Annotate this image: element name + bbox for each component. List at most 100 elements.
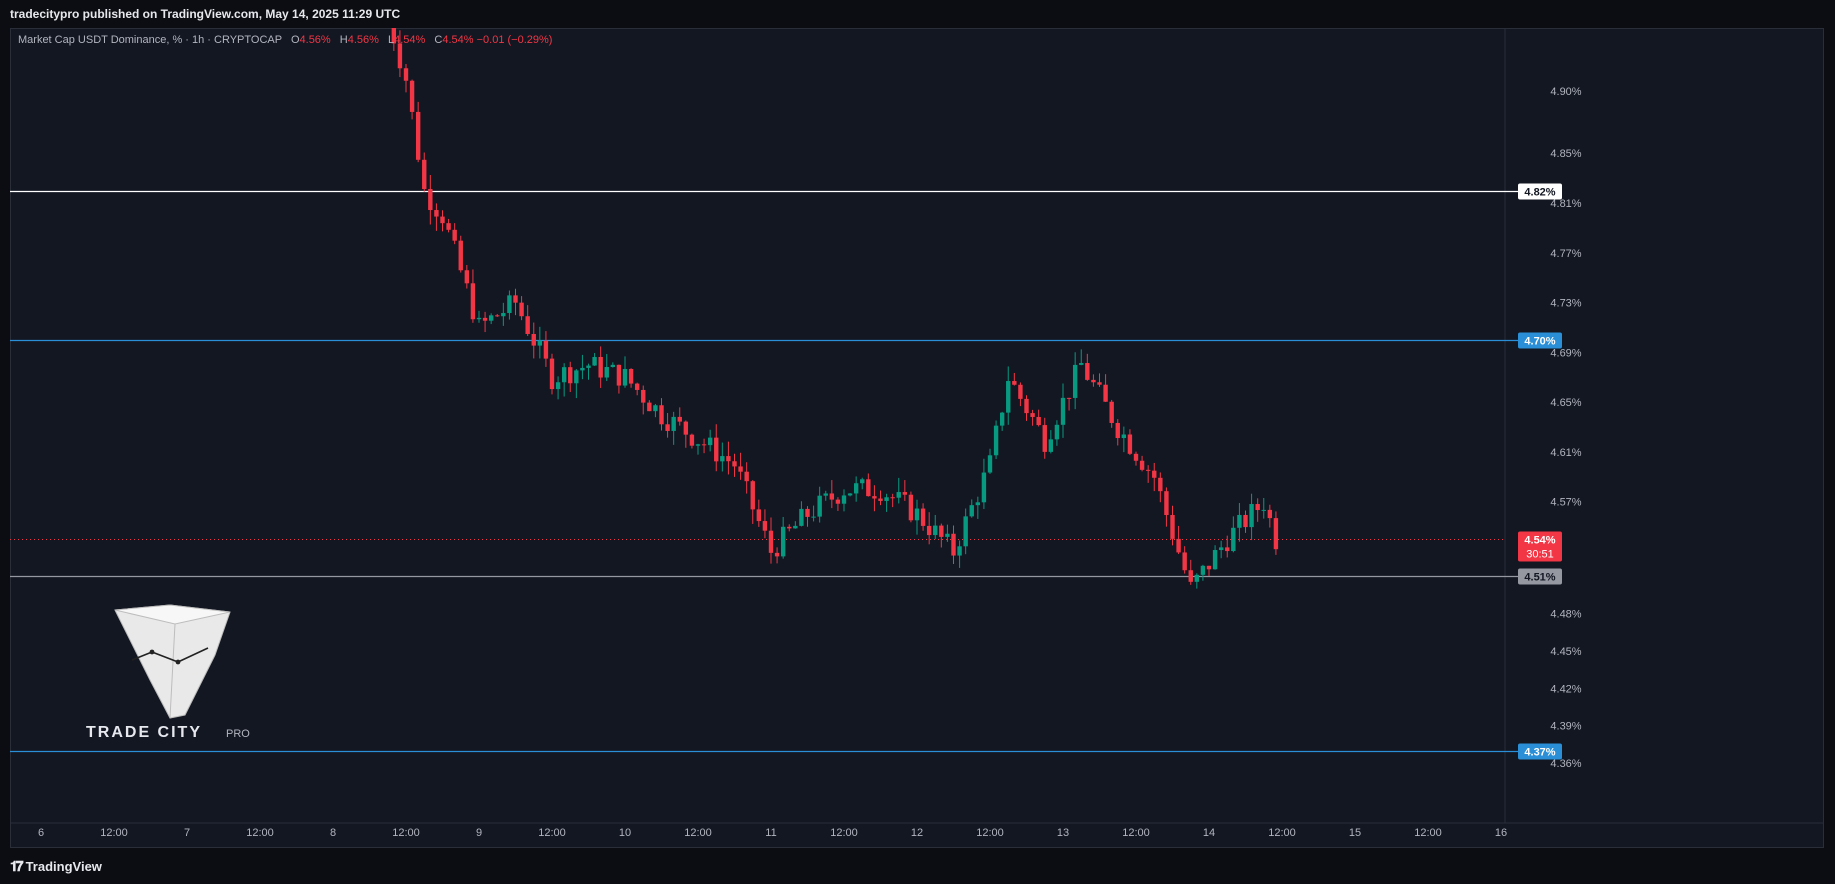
candle-up bbox=[793, 525, 798, 529]
candle-down bbox=[805, 508, 810, 517]
candle-down bbox=[440, 216, 445, 224]
candle-up bbox=[1079, 363, 1084, 365]
candle-down bbox=[1206, 565, 1212, 570]
candle-down bbox=[774, 552, 780, 557]
symbol-legend: Market Cap USDT Dominance, % · 1h · CRYP… bbox=[18, 34, 552, 46]
candle-up bbox=[780, 526, 786, 557]
candle-down bbox=[1109, 401, 1114, 423]
candle-up bbox=[811, 516, 816, 518]
change-value: −0.01 (−0.29%) bbox=[476, 34, 553, 46]
candle-up bbox=[1200, 565, 1206, 575]
candle-down bbox=[1127, 434, 1133, 454]
candle-down bbox=[513, 295, 518, 303]
candle-up bbox=[580, 367, 585, 371]
candle-down bbox=[525, 316, 530, 334]
high-value: 4.56% bbox=[347, 34, 379, 46]
candle-up bbox=[945, 533, 950, 537]
candle-up bbox=[963, 516, 968, 547]
candle-up bbox=[574, 370, 579, 384]
candle-down bbox=[1115, 422, 1120, 439]
close-value: 4.54% bbox=[442, 34, 474, 46]
candle-down bbox=[1255, 504, 1260, 511]
candle-up bbox=[488, 315, 494, 321]
candle-down bbox=[1182, 552, 1187, 571]
price-tick-label: 4.45% bbox=[1550, 646, 1581, 658]
price-tick-label: 4.39% bbox=[1550, 721, 1581, 733]
candle-down bbox=[872, 496, 877, 499]
candles bbox=[391, 28, 1279, 589]
candle-down bbox=[1030, 413, 1035, 417]
level-price-tag bbox=[1518, 332, 1562, 349]
level-price-tag bbox=[1518, 743, 1562, 760]
price-tick-label: 4.77% bbox=[1550, 248, 1581, 260]
time-axis-label: 9 bbox=[476, 827, 482, 839]
candle-down bbox=[482, 317, 488, 321]
candle-down bbox=[403, 68, 409, 81]
candle-down bbox=[750, 481, 755, 510]
price-tick-label: 4.90% bbox=[1550, 86, 1581, 98]
candle-up bbox=[671, 416, 676, 431]
time-axis-label: 12:00 bbox=[684, 827, 712, 839]
level-price-tag bbox=[1518, 183, 1562, 200]
time-axis-label: 12 bbox=[911, 827, 923, 839]
last-price-tag bbox=[1518, 531, 1562, 562]
candle-down bbox=[683, 421, 689, 435]
bar-countdown-label: 30:51 bbox=[1526, 549, 1554, 561]
chart-grid bbox=[10, 28, 1824, 824]
candle-up bbox=[653, 405, 658, 412]
candle-down bbox=[1158, 477, 1163, 492]
candle-up bbox=[957, 546, 962, 556]
candle-up bbox=[1231, 527, 1236, 552]
time-axis-label: 12:00 bbox=[1122, 827, 1150, 839]
candle-down bbox=[415, 111, 421, 160]
candle-down bbox=[738, 466, 743, 472]
candle-down bbox=[1145, 469, 1151, 471]
low-label: L bbox=[388, 34, 395, 46]
candle-up bbox=[604, 367, 609, 378]
candle-down bbox=[464, 270, 470, 284]
time-axis-label: 11 bbox=[765, 827, 776, 839]
tradingview-logo-icon: 𝟏𝟕 bbox=[10, 857, 24, 874]
price-chart[interactable]: 4.82% 4.70% 4.51% 4.37% 4.54% 30:51 4.90% 4.85… bbox=[10, 28, 1824, 848]
footer-brand[interactable]: 𝟏𝟕 TradingView bbox=[10, 856, 102, 876]
candle-down bbox=[829, 493, 835, 500]
candle-down bbox=[908, 494, 914, 521]
high-label: H bbox=[339, 34, 348, 46]
chart-frame bbox=[10, 28, 1824, 848]
candle-down bbox=[926, 525, 932, 536]
candle-down bbox=[939, 525, 944, 537]
candle-down bbox=[756, 509, 762, 522]
candle-down bbox=[1273, 518, 1279, 550]
candle-up bbox=[987, 455, 993, 473]
candle-down bbox=[409, 80, 415, 112]
candle-down bbox=[1036, 416, 1041, 426]
candle-up bbox=[841, 495, 847, 504]
candle-down bbox=[768, 530, 774, 553]
candle-down bbox=[1024, 398, 1029, 414]
candle-up bbox=[1212, 550, 1218, 570]
candle-up bbox=[610, 364, 616, 368]
candle-down bbox=[647, 402, 652, 412]
candle-up bbox=[999, 412, 1005, 426]
candle-down bbox=[677, 416, 682, 422]
candle-down bbox=[878, 498, 883, 501]
candle-up bbox=[993, 425, 999, 456]
time-axis-label: 15 bbox=[1349, 827, 1361, 839]
candle-up bbox=[1194, 574, 1200, 582]
candle-down bbox=[1170, 514, 1175, 539]
candle-down bbox=[732, 461, 737, 467]
price-tick-label: 4.57% bbox=[1550, 497, 1581, 509]
time-axis: 6 12:00 7 12:00 8 12:00 9 12:00 10 12:00 11 12:00 12… bbox=[38, 827, 1507, 839]
candle-down bbox=[714, 437, 719, 462]
candle-down bbox=[1085, 363, 1090, 380]
open-value: 4.56% bbox=[299, 34, 331, 46]
candle-up bbox=[707, 437, 713, 446]
price-tick-label: 4.73% bbox=[1550, 298, 1581, 310]
candle-up bbox=[561, 367, 567, 383]
candle-down bbox=[701, 444, 707, 446]
time-axis-label: 12:00 bbox=[246, 827, 274, 839]
time-axis-label: 14 bbox=[1203, 827, 1215, 839]
candle-up bbox=[969, 505, 974, 517]
candle-up bbox=[1006, 381, 1011, 413]
candle-down bbox=[543, 340, 549, 359]
